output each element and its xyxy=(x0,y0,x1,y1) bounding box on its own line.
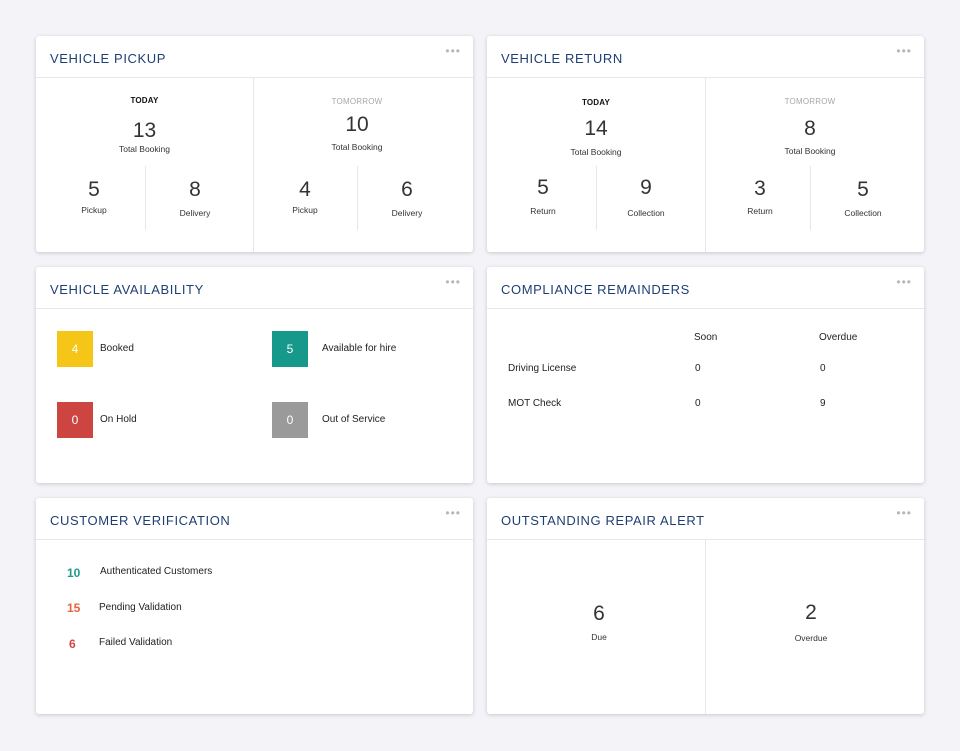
divider xyxy=(596,166,597,230)
divider xyxy=(810,166,811,230)
booked-label: Booked xyxy=(100,343,134,354)
today-delivery-value: 8 xyxy=(189,178,201,201)
mot-check-overdue: 9 xyxy=(820,398,826,409)
tomorrow-delivery-label: Delivery xyxy=(391,208,423,218)
today-total-value: 14 xyxy=(584,117,608,140)
tomorrow-total-label: Total Booking xyxy=(331,142,383,152)
on-hold-label: On Hold xyxy=(100,414,137,425)
overdue-value: 2 xyxy=(805,601,817,624)
today-return-label: Return xyxy=(530,206,556,216)
out-of-service-count-badge[interactable]: 0 xyxy=(272,402,308,438)
today-total-value: 13 xyxy=(132,119,157,142)
card-header: CUSTOMER VERIFICATION ••• xyxy=(36,498,473,540)
row-label-mot-check: MOT Check xyxy=(508,398,562,409)
vehicle-return-card: VEHICLE RETURN ••• TODAY 14 Total Bookin… xyxy=(487,36,924,252)
more-options-icon[interactable]: ••• xyxy=(896,506,912,520)
out-of-service-label: Out of Service xyxy=(322,414,386,425)
more-options-icon[interactable]: ••• xyxy=(896,275,912,289)
card-header: OUTSTANDING REPAIR ALERT ••• xyxy=(487,498,924,540)
today-label: TODAY xyxy=(581,98,611,107)
card-title: VEHICLE PICKUP xyxy=(50,51,167,66)
tomorrow-label: TOMORROW xyxy=(331,97,383,106)
today-pickup-value: 5 xyxy=(88,178,100,201)
failed-count: 6 xyxy=(69,637,76,651)
card-title: VEHICLE RETURN xyxy=(501,51,623,66)
card-title: OUTSTANDING REPAIR ALERT xyxy=(501,513,705,528)
more-options-icon[interactable]: ••• xyxy=(445,506,461,520)
row-label-driving-license: Driving License xyxy=(508,363,577,374)
divider xyxy=(705,78,706,252)
vehicle-pickup-card: VEHICLE PICKUP ••• TODAY 13 Total Bookin… xyxy=(36,36,473,252)
available-label: Available for hire xyxy=(322,343,397,354)
tomorrow-return-label: Return xyxy=(747,206,773,216)
today-total-label: Total Booking xyxy=(118,144,171,154)
card-title: COMPLIANCE REMAINDERS xyxy=(501,282,690,297)
tomorrow-total-value: 10 xyxy=(345,113,369,136)
today-total-label: Total Booking xyxy=(570,147,622,157)
more-options-icon[interactable]: ••• xyxy=(445,275,461,289)
divider xyxy=(253,78,254,252)
tomorrow-total-value: 8 xyxy=(804,117,816,140)
tomorrow-collection-value: 5 xyxy=(857,178,869,201)
overdue-label: Overdue xyxy=(794,633,828,643)
failed-label: Failed Validation xyxy=(99,637,173,648)
today-collection-label: Collection xyxy=(627,208,665,218)
booked-count-badge[interactable]: 4 xyxy=(57,331,93,367)
today-pickup-label: Pickup xyxy=(81,205,107,215)
today-collection-value: 9 xyxy=(640,176,652,199)
mot-check-soon: 0 xyxy=(695,398,701,409)
vehicle-availability-card: VEHICLE AVAILABILITY ••• 4 Booked 5 Avai… xyxy=(36,267,473,483)
more-options-icon[interactable]: ••• xyxy=(896,44,912,58)
authenticated-label: Authenticated Customers xyxy=(100,566,213,577)
divider xyxy=(705,540,706,714)
authenticated-count: 10 xyxy=(67,566,81,580)
column-header-overdue: Overdue xyxy=(819,332,858,343)
tomorrow-collection-label: Collection xyxy=(844,208,882,218)
card-header: COMPLIANCE REMAINDERS ••• xyxy=(487,267,924,309)
card-header: VEHICLE PICKUP ••• xyxy=(36,36,473,78)
pending-count: 15 xyxy=(67,601,81,615)
tomorrow-total-label: Total Booking xyxy=(784,146,836,156)
divider xyxy=(145,166,146,230)
tomorrow-pickup-value: 4 xyxy=(299,178,311,201)
tomorrow-pickup-label: Pickup xyxy=(292,205,318,215)
card-header: VEHICLE RETURN ••• xyxy=(487,36,924,78)
tomorrow-return-value: 3 xyxy=(754,177,766,200)
column-header-soon: Soon xyxy=(694,332,718,343)
driving-license-soon: 0 xyxy=(695,363,701,374)
divider xyxy=(357,166,358,230)
tomorrow-delivery-value: 6 xyxy=(401,178,413,201)
today-return-value: 5 xyxy=(537,176,549,199)
more-options-icon[interactable]: ••• xyxy=(445,44,461,58)
pending-label: Pending Validation xyxy=(99,602,182,613)
tomorrow-label: TOMORROW xyxy=(784,97,836,106)
on-hold-count-badge[interactable]: 0 xyxy=(57,402,93,438)
driving-license-overdue: 0 xyxy=(820,363,826,374)
available-count-badge[interactable]: 5 xyxy=(272,331,308,367)
due-label: Due xyxy=(591,632,607,642)
repair-alert-card: OUTSTANDING REPAIR ALERT ••• 6 Due 2 Ove… xyxy=(487,498,924,714)
card-title: CUSTOMER VERIFICATION xyxy=(50,513,231,528)
customer-verification-card: CUSTOMER VERIFICATION ••• 10 Authenticat… xyxy=(36,498,473,714)
today-delivery-label: Delivery xyxy=(179,208,211,218)
due-value: 6 xyxy=(593,602,605,625)
today-label: TODAY xyxy=(130,96,159,105)
card-title: VEHICLE AVAILABILITY xyxy=(50,282,204,297)
compliance-card: COMPLIANCE REMAINDERS ••• Soon Overdue D… xyxy=(487,267,924,483)
card-header: VEHICLE AVAILABILITY ••• xyxy=(36,267,473,309)
